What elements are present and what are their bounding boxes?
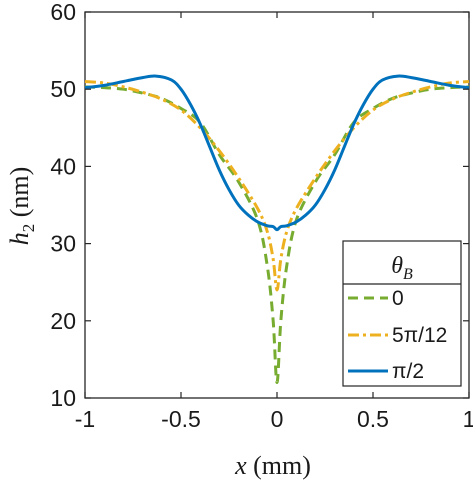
legend-entry-0: 0	[392, 287, 404, 310]
y-axis-label: h2 (nm)	[5, 167, 38, 246]
y-tick-label: 10	[50, 385, 76, 411]
x-tick-label: -0.5	[161, 406, 201, 432]
x-tick-label: 1	[463, 406, 473, 432]
x-tick-label: 0.5	[357, 406, 389, 432]
y-tick-label: 40	[50, 153, 76, 179]
legend-box	[342, 240, 462, 387]
x-tick-label: -1	[75, 406, 95, 432]
series-line-1	[84, 79, 470, 292]
legend: θB 0 5π/12 π/2	[342, 240, 462, 387]
y-tick-label: 30	[50, 231, 76, 257]
x-tick-label: 0	[271, 406, 284, 432]
y-tick-label: 20	[50, 308, 76, 334]
ticks-layer: -1 -0.5 0 0.5 1 10 20 30 40 50 60	[50, 0, 473, 432]
x-axis-label: x (mm)	[234, 451, 311, 480]
y-tick-label: 50	[50, 76, 76, 102]
series-line-2	[84, 74, 470, 232]
y-tick-label: 60	[50, 0, 76, 25]
series-layer	[84, 74, 470, 385]
legend-entry-1: 5π/12	[392, 324, 447, 347]
legend-entry-2: π/2	[392, 360, 424, 383]
